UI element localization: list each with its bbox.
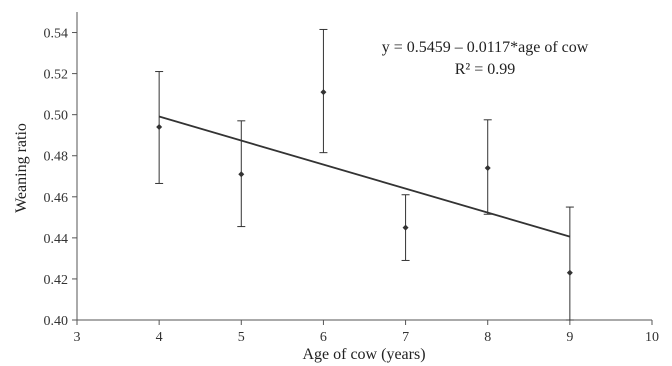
data-point <box>484 165 491 172</box>
x-tick-label: 9 <box>566 330 573 345</box>
equation-annotation: y = 0.5459 – 0.0117*age of cow <box>382 39 589 56</box>
y-tick-label: 0.46 <box>44 191 69 206</box>
data-point <box>156 123 163 130</box>
x-tick-label: 5 <box>238 330 245 345</box>
x-tick-label: 6 <box>320 330 327 345</box>
y-axis-title: Weaning ratio <box>13 123 30 213</box>
r-squared-annotation: R² = 0.99 <box>455 61 516 78</box>
x-tick-label: 3 <box>74 330 81 345</box>
y-tick-label: 0.40 <box>44 314 69 329</box>
x-tick-label: 4 <box>156 330 163 345</box>
y-tick-label: 0.48 <box>44 150 69 165</box>
axes <box>76 12 652 321</box>
data-point <box>566 269 573 276</box>
x-tick-label: 7 <box>402 330 409 345</box>
trendline <box>158 115 571 238</box>
x-tick-label: 8 <box>484 330 491 345</box>
y-tick-label: 0.52 <box>44 68 69 83</box>
y-tick-label: 0.50 <box>44 109 69 124</box>
y-tick-label: 0.54 <box>44 27 69 42</box>
data-point <box>402 224 409 231</box>
y-tick-label: 0.42 <box>44 273 69 288</box>
y-ticks: 0.40 0.42 0.44 0.46 0.48 0.50 0.52 0.54 <box>44 27 77 329</box>
x-axis-title: Age of cow (years) <box>302 346 425 363</box>
x-tick-label: 10 <box>645 330 659 345</box>
x-ticks: 3 4 5 6 7 8 9 10 <box>74 320 659 345</box>
data-points <box>156 89 573 276</box>
data-point <box>320 89 327 96</box>
y-tick-label: 0.44 <box>44 232 69 247</box>
data-point <box>238 171 245 178</box>
